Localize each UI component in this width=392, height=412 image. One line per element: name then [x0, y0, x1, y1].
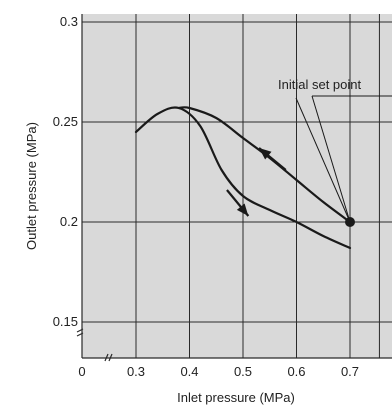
arrow-increasing-head	[236, 203, 249, 216]
arrow-decreasing-head	[259, 148, 272, 160]
y-axis-break-icon	[76, 328, 84, 337]
series-line-1	[134, 106, 352, 250]
y-tick-label: 0.25	[53, 114, 78, 129]
x-tick-label: 0.5	[234, 364, 252, 379]
y-tick-label: 0.3	[60, 14, 78, 29]
x-tick-label: 0.7	[341, 364, 359, 379]
x-tick-label: 0.4	[180, 364, 198, 379]
callout-line	[295, 97, 351, 223]
axes	[76, 14, 392, 362]
callout-line	[311, 95, 351, 223]
series-line-2	[177, 106, 352, 224]
initial-set-point-label: Initial set point	[278, 77, 361, 92]
y-tick-label: 0.15	[53, 314, 78, 329]
annotations: Initial set point	[226, 77, 392, 227]
x-axis-label: Inlet pressure (MPa)	[177, 390, 295, 405]
x-origin-label: 0	[78, 364, 85, 379]
plot-area	[82, 14, 392, 358]
data-series	[134, 106, 352, 250]
tick-labels: 0.3 0.4 0.5 0.6 0.7 0.15 0.2 0.25 0.3 0	[53, 14, 359, 379]
y-tick-label: 0.2	[60, 214, 78, 229]
grid-lines	[82, 14, 392, 358]
x-tick-label: 0.3	[127, 364, 145, 379]
x-axis-break-icon	[104, 353, 113, 362]
y-axis-label: Outlet pressure (MPa)	[24, 122, 39, 250]
x-tick-label: 0.6	[287, 364, 305, 379]
